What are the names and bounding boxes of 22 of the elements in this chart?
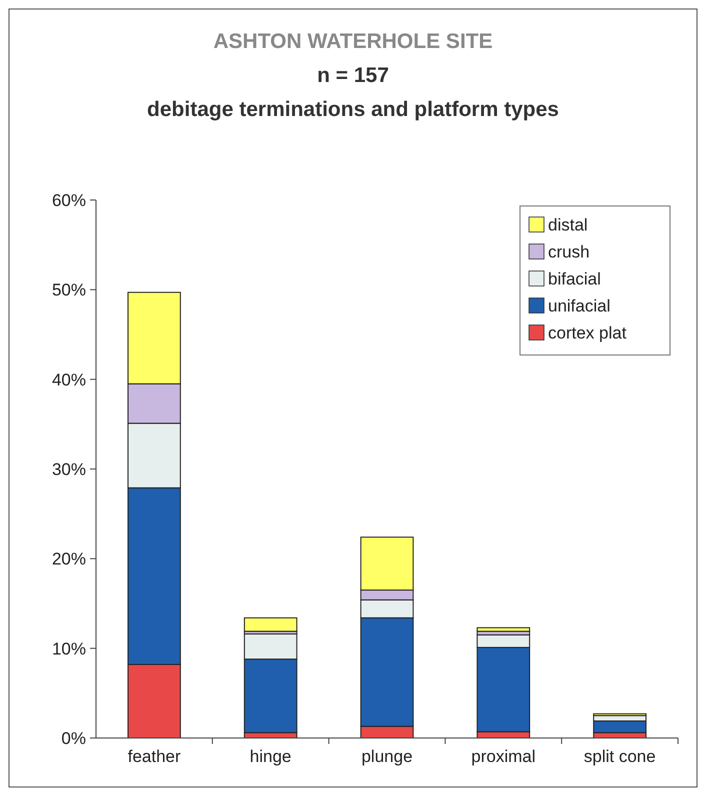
legend-label: distal [548,215,588,234]
bar [593,720,646,734]
legend-label: crush [548,242,590,262]
y-tick-label: 60% [52,190,86,210]
legend-label: unifacial [548,296,610,316]
y-tick-label: 20% [52,550,86,569]
x-tick-label: hinge [250,747,292,766]
x-tick-label: proximal [471,747,536,766]
chart-subtitle: n = 157 debitage terminations and platform types [147,64,559,121]
y-tick-label: 0% [61,728,86,748]
legend-label: bifacial [548,269,601,288]
bar [476,627,530,632]
y-tick-label: 30% [52,460,86,479]
y-tick-label: 10% [52,639,86,658]
legend-label: cortex plat [548,323,627,342]
x-tick-label: plunge [361,747,413,766]
y-tick-label: 40% [52,370,86,390]
x-tick-label: feather [128,747,181,766]
chart-title: ASHTON WATERHOLE SITE [213,30,493,53]
x-tick-label: split cone [584,747,656,766]
y-tick-label: 50% [52,280,86,300]
bar [244,617,298,632]
